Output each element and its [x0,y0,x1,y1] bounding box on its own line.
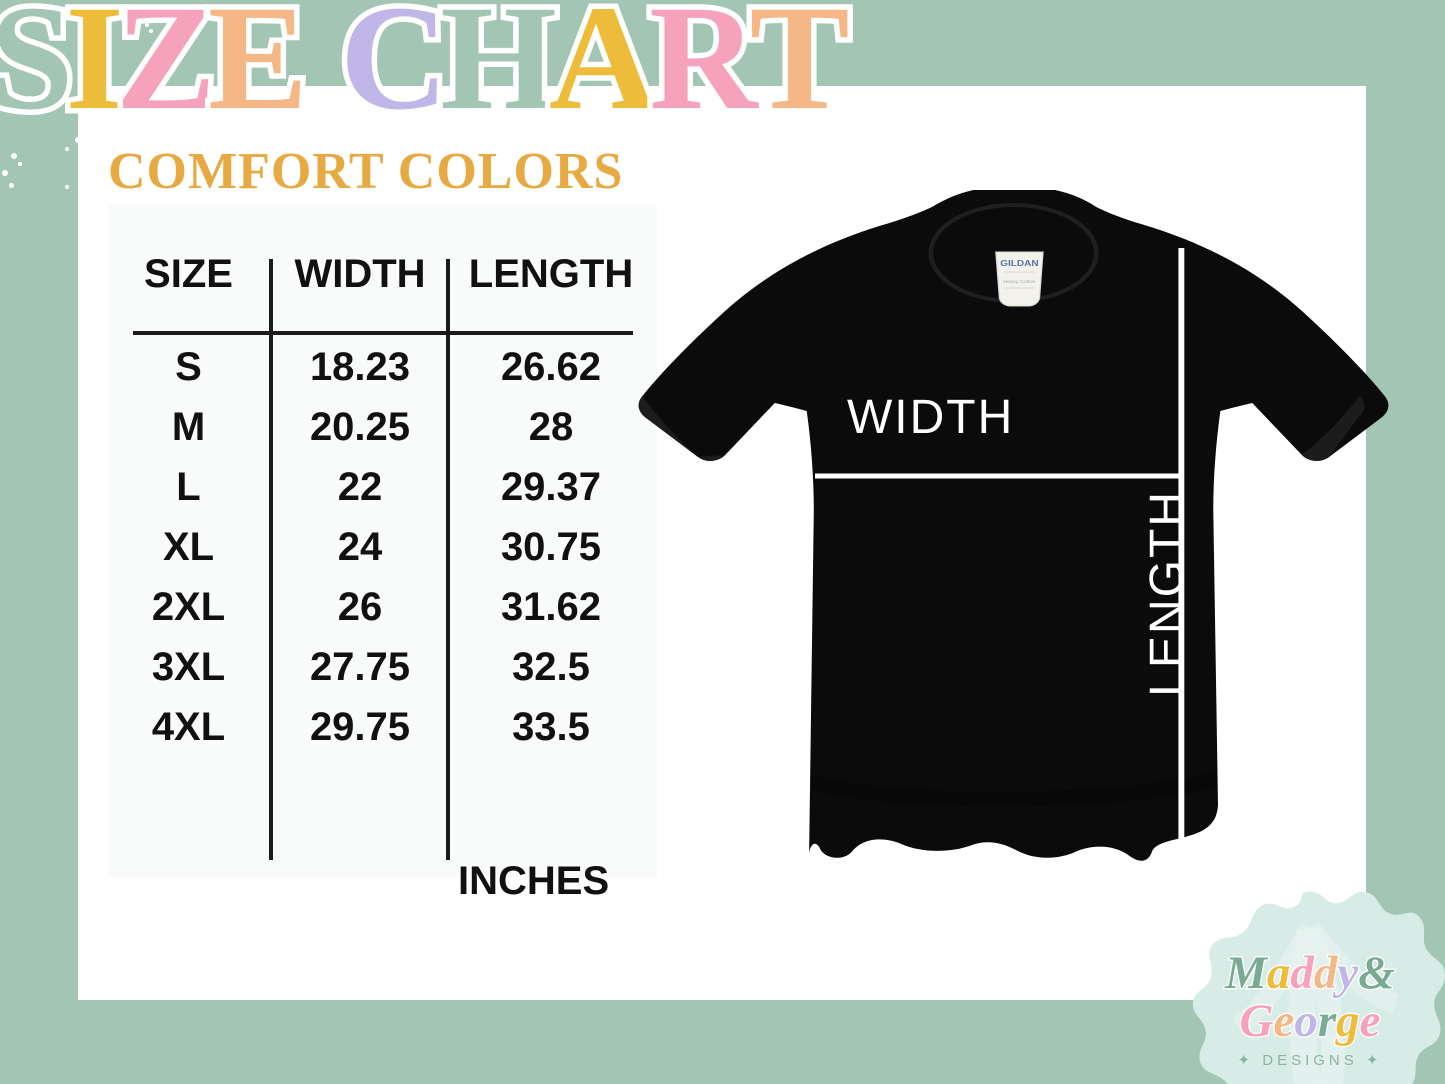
svg-text:GILDAN: GILDAN [1000,259,1039,268]
svg-text:Heavy Cotton: Heavy Cotton [1003,279,1035,284]
